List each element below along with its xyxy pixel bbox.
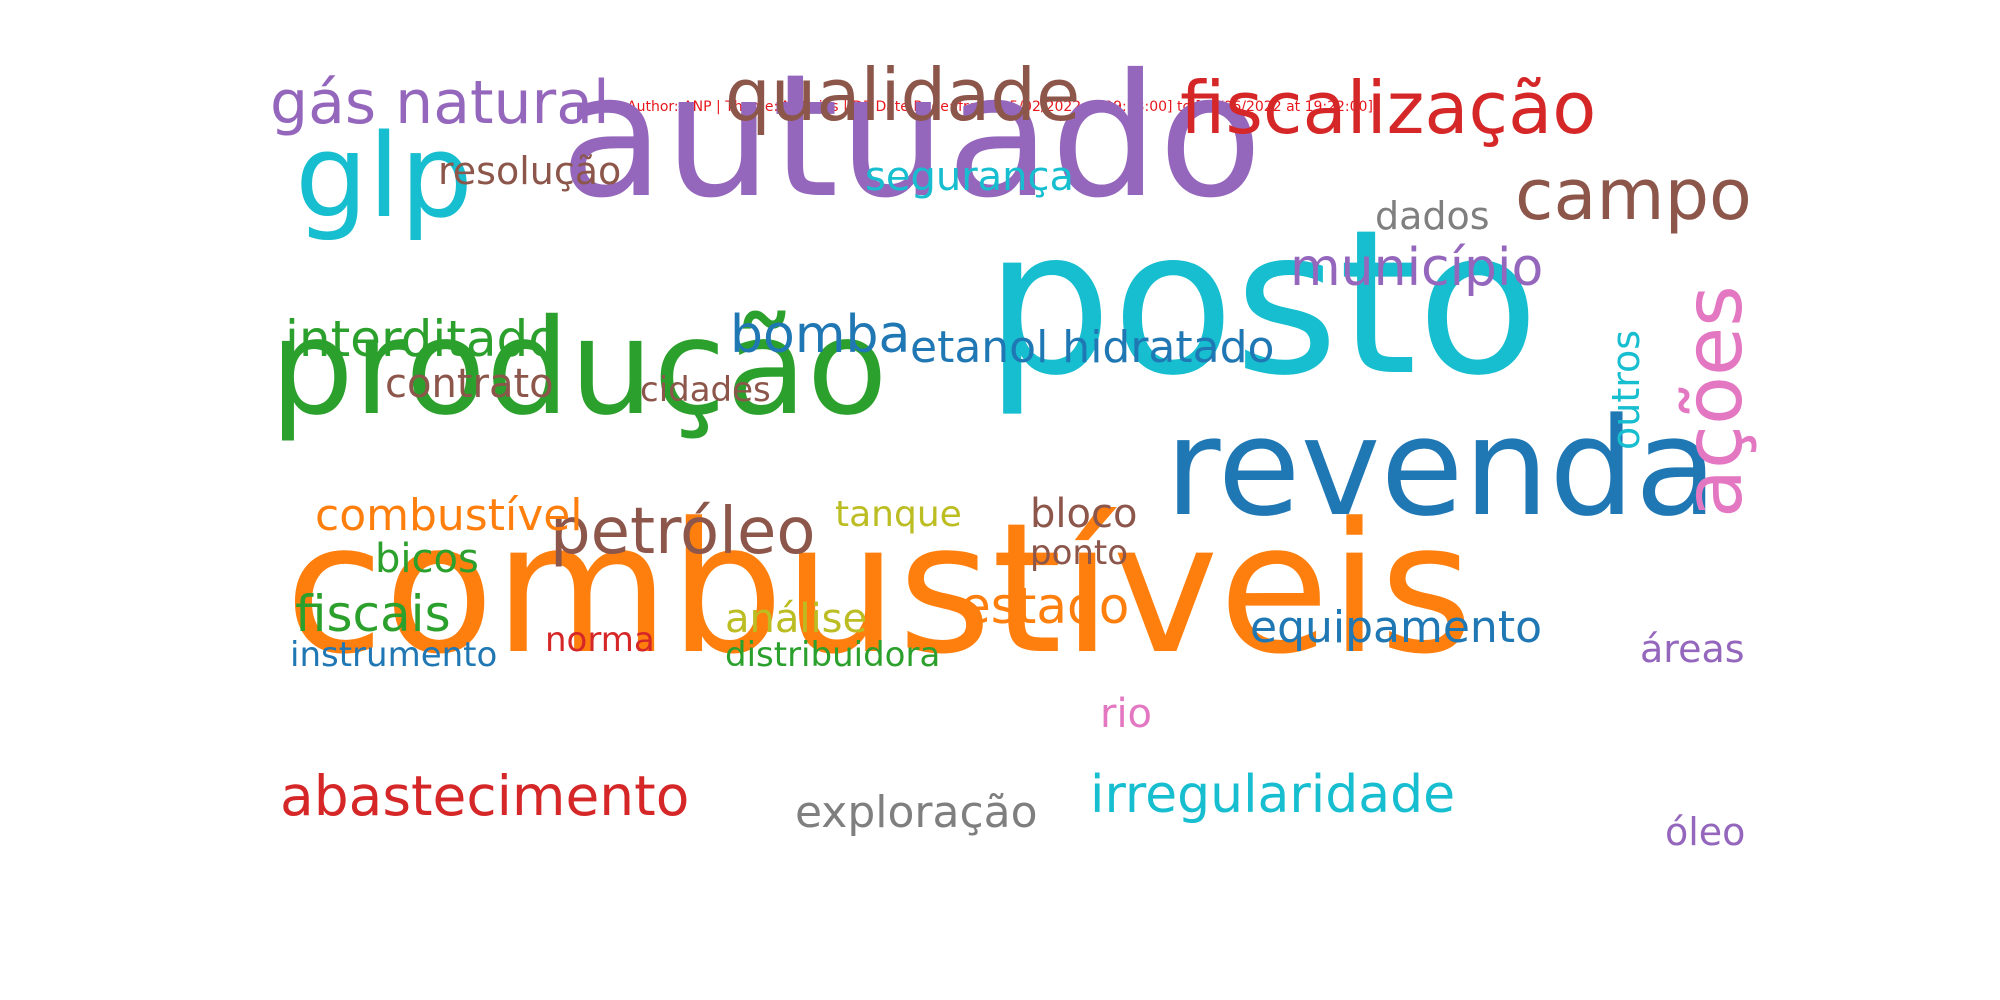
word-combustível: combustível	[315, 489, 583, 541]
word-autuado: autuado	[560, 38, 1263, 237]
word-abastecimento: abastecimento	[280, 764, 690, 829]
word-análise: análise	[725, 595, 868, 642]
word-fiscalização: fiscalização	[1180, 65, 1597, 150]
word-contrato: contrato	[385, 360, 554, 407]
word-bicos: bicos	[375, 535, 479, 582]
word-bomba: bomba	[730, 305, 911, 366]
word-bloco: bloco	[1030, 490, 1138, 537]
word-revenda: revenda	[1165, 388, 1718, 546]
word-produção: produção	[270, 291, 888, 446]
word-irregularidade: irregularidade	[1090, 765, 1456, 826]
word-resolução: resolução	[438, 149, 622, 194]
word-estado: estado	[960, 577, 1130, 635]
word-combustíveis: combustíveis	[285, 484, 1474, 694]
word-campo: campo	[1515, 154, 1752, 237]
word-ponto: ponto	[1030, 533, 1129, 574]
word-equipamento: equipamento	[1250, 601, 1542, 653]
word-distribuidora: distribuidora	[725, 635, 941, 676]
word-norma: norma	[545, 620, 655, 661]
word-tanque: tanque	[835, 493, 962, 535]
word-óleo: óleo	[1665, 810, 1746, 855]
word-áreas: áreas	[1640, 627, 1745, 672]
word-qualidade: qualidade	[725, 52, 1081, 137]
word-exploração: exploração	[795, 786, 1038, 838]
word-rio: rio	[1100, 690, 1153, 737]
word-glp: glp	[295, 110, 473, 245]
word-cidades: cidades	[640, 370, 771, 411]
word-posto: posto	[985, 187, 1540, 420]
word-ações: ações	[1667, 285, 1760, 518]
word-gás-natural: gás natural	[270, 68, 610, 139]
word-município: município	[1290, 238, 1544, 299]
word-fiscais: fiscais	[295, 585, 451, 643]
word-interditado: interditado	[285, 310, 559, 368]
word-segurança: segurança	[865, 153, 1075, 200]
word-etanol-hidratado: etanol hidratado	[910, 321, 1275, 373]
word-outros: outros	[1604, 329, 1649, 450]
caption: Author: ANP | Theme: Noticias | DF Date …	[627, 99, 1373, 115]
word-petróleo: petróleo	[550, 495, 816, 570]
word-dados: dados	[1375, 194, 1490, 239]
word-instrumento: instrumento	[290, 635, 498, 676]
